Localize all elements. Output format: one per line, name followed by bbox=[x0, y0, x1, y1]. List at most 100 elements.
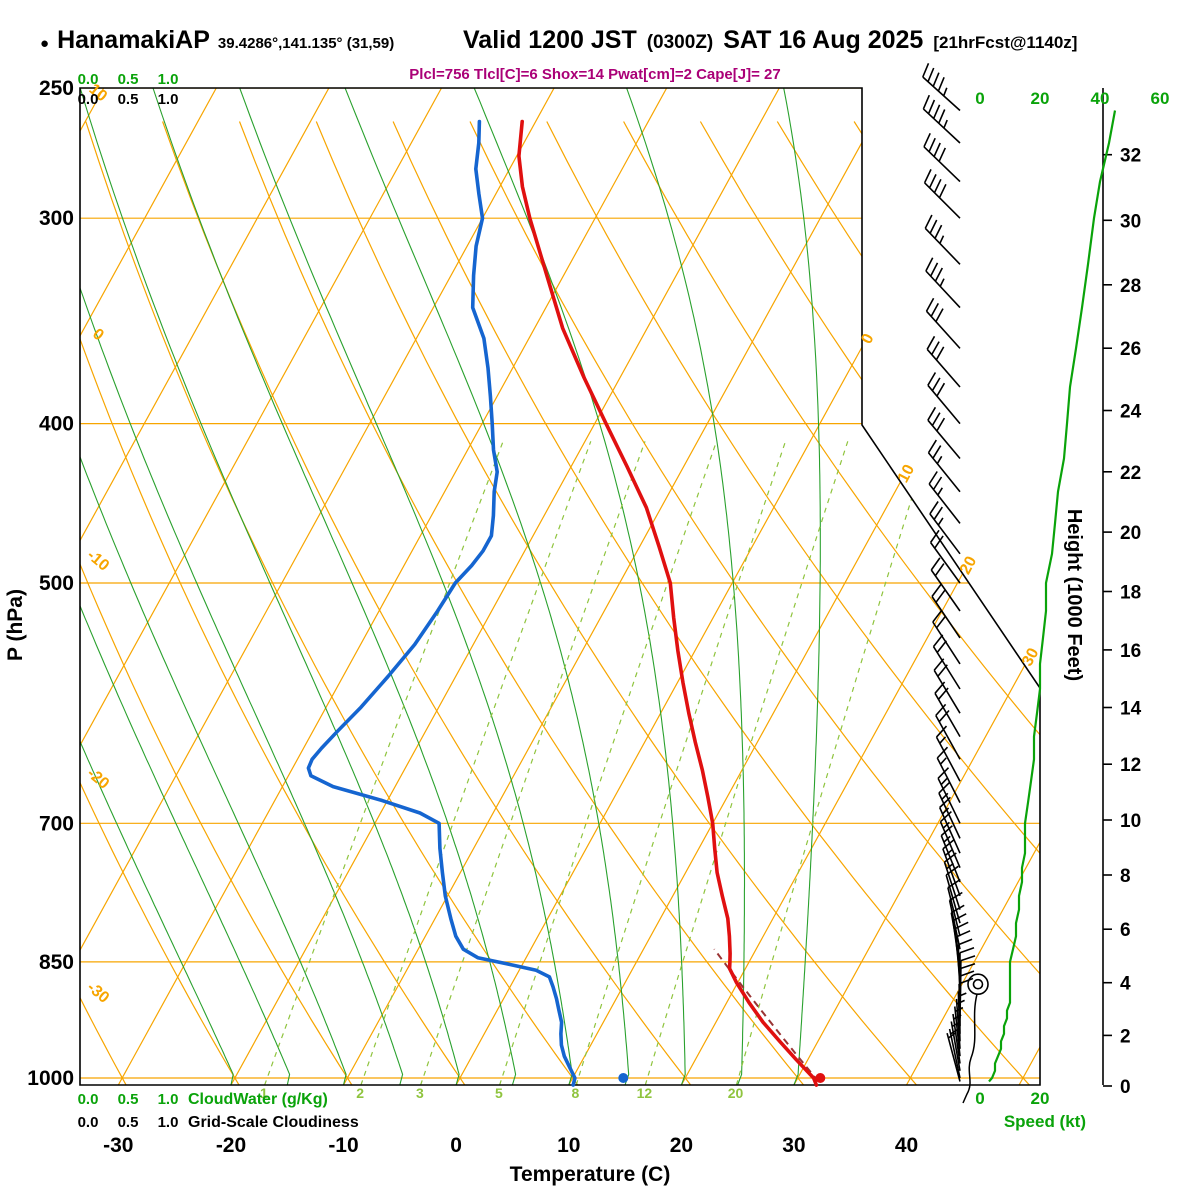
valid-time-row: Valid 1200 JST (0300Z) SAT 16 Aug 2025 [… bbox=[463, 26, 1077, 55]
height-tick-label: 8 bbox=[1120, 866, 1131, 887]
adiabat-edge-label: -20 bbox=[84, 765, 113, 793]
title-row: ● HanamakiAP 39.4286°,141.135° (31,59) bbox=[40, 26, 394, 55]
pressure-tick-label: 500 bbox=[39, 572, 74, 595]
height-tick-label: 4 bbox=[1120, 974, 1131, 995]
mixing-ratio-label: 12 bbox=[637, 1085, 653, 1101]
cloudwater-scale-bottom: 1.0 bbox=[158, 1091, 179, 1108]
height-tick-label: 18 bbox=[1120, 583, 1141, 604]
surface-wind-trace bbox=[962, 994, 978, 1104]
speed-tick-bottom: 0 bbox=[975, 1089, 984, 1108]
isotherm-cut-label: 20 bbox=[957, 554, 980, 578]
height-tick-label: 6 bbox=[1120, 920, 1131, 941]
isotherm-cut-label: 10 bbox=[895, 462, 918, 486]
height-tick-label: 20 bbox=[1120, 523, 1141, 544]
cloudwater-scale-top: 1.0 bbox=[158, 71, 179, 88]
temperature-tick-label: -30 bbox=[103, 1134, 133, 1157]
station-circle bbox=[967, 973, 989, 996]
temperature-tick-label: -10 bbox=[328, 1134, 358, 1157]
height-tick-label: 30 bbox=[1120, 211, 1141, 232]
valid-date: SAT 16 Aug 2025 bbox=[723, 26, 924, 54]
temperature-curve bbox=[517, 119, 819, 1087]
speed-curve bbox=[988, 110, 1117, 1083]
mixing-ratio-label: 5 bbox=[495, 1085, 503, 1101]
cloudiness-scale-bottom: 0.0 bbox=[78, 1114, 99, 1131]
height-tick-label: 26 bbox=[1120, 339, 1141, 360]
cloudwater-label: CloudWater (g/Kg) bbox=[188, 1091, 328, 1108]
skewt-grid bbox=[80, 88, 1040, 1085]
cloudwater-scale-bottom: 0.0 bbox=[78, 1091, 99, 1108]
cloudwater-scale-top: 0.0 bbox=[78, 71, 99, 88]
mixing-ratio-label: 8 bbox=[572, 1085, 580, 1101]
temperature-tick-label: 10 bbox=[557, 1134, 580, 1157]
cloudiness-scale-top: 1.0 bbox=[158, 91, 179, 108]
cloudwater-scale-top: 0.5 bbox=[118, 71, 139, 88]
cloudwater-scale-bottom: 0.5 bbox=[118, 1091, 139, 1108]
station-bullet-icon: ● bbox=[40, 35, 50, 52]
pressure-axis-label: P (hPa) bbox=[4, 589, 27, 661]
station-coords: 39.4286°,141.135° (31,59) bbox=[217, 35, 395, 52]
mixing-ratio-labels: 1 2 3 5 8 12 20 bbox=[260, 1085, 743, 1101]
cloudiness-scale-bottom: 0.5 bbox=[118, 1114, 139, 1131]
temperature-axis-label: Temperature (C) bbox=[510, 1163, 671, 1186]
pressure-tick-label: 1000 bbox=[27, 1067, 74, 1090]
speed-tick-top: 0 bbox=[975, 89, 984, 108]
cloudiness-scale-bottom: 1.0 bbox=[158, 1114, 179, 1131]
height-tick-label: 24 bbox=[1120, 402, 1142, 423]
plot-frame bbox=[79, 87, 1041, 1086]
pressure-tick-label: 850 bbox=[39, 951, 74, 974]
height-tick-label: 28 bbox=[1120, 276, 1141, 297]
forecast-tag: [21hrFcst@1140z] bbox=[933, 33, 1078, 52]
temperature-tick-label: 20 bbox=[670, 1134, 693, 1157]
pressure-tick-label: 250 bbox=[39, 77, 74, 100]
height-axis-label: Height (1000 Feet) bbox=[1063, 509, 1085, 681]
height-tick-label: 2 bbox=[1120, 1026, 1131, 1047]
temperature-tick-labels: -30 -20 -10 0 10 20 30 40 bbox=[103, 1134, 918, 1157]
cloudiness-scale-top: 0.5 bbox=[118, 91, 139, 108]
surface-dewpoint-dot bbox=[618, 1073, 629, 1083]
valid-time-utc: (0300Z) bbox=[646, 32, 714, 53]
station-name: HanamakiAP bbox=[57, 26, 210, 54]
mixing-ratio-label: 2 bbox=[356, 1085, 364, 1101]
cloud-scales: 0.0 0.0 0.0 0.0 0.5 0.5 0.5 0.5 1.0 1.0 1.0 1.0 Clou… bbox=[78, 71, 359, 1131]
stability-indices: Plcl=756 Tlcl[C]=6 Shox=14 Pwat[cm]=2 Ca… bbox=[409, 66, 781, 83]
cloudiness-label: Grid-Scale Cloudiness bbox=[188, 1114, 359, 1131]
adiabat-edge-labels: 100-10-20-30 bbox=[84, 81, 113, 1007]
pressure-tick-label: 700 bbox=[39, 812, 74, 835]
height-tick-label: 16 bbox=[1120, 641, 1141, 662]
mixing-ratio-label: 1 bbox=[260, 1085, 268, 1101]
pressure-tick-label: 300 bbox=[39, 207, 74, 230]
speed-tick-top: 20 bbox=[1031, 89, 1050, 108]
speed-tick-top: 40 bbox=[1091, 89, 1110, 108]
adiabat-edge-label: 0 bbox=[89, 326, 107, 345]
height-tick-label: 22 bbox=[1120, 463, 1141, 484]
height-tick-label: 14 bbox=[1120, 699, 1142, 720]
temperature-tick-label: 40 bbox=[895, 1134, 918, 1157]
pressure-tick-labels: 250 300 400 500 700 850 1000 bbox=[27, 77, 74, 1090]
speed-tick-top: 60 bbox=[1151, 89, 1170, 108]
height-tick-label: 0 bbox=[1120, 1077, 1131, 1098]
height-tick-label: 12 bbox=[1120, 755, 1141, 776]
temperature-tick-label: 0 bbox=[450, 1134, 462, 1157]
height-tick-label: 32 bbox=[1120, 146, 1141, 167]
valid-time: Valid 1200 JST bbox=[463, 26, 637, 54]
temperature-tick-label: 30 bbox=[782, 1134, 805, 1157]
cloudiness-scale-top: 0.0 bbox=[78, 91, 99, 108]
speed-tick-bottom: 20 bbox=[1031, 1089, 1050, 1108]
adiabat-edge-label: -10 bbox=[84, 547, 113, 575]
dewpoint-curve bbox=[306, 119, 577, 1087]
temperature-tick-label: -20 bbox=[216, 1134, 246, 1157]
mixing-ratio-label: 3 bbox=[416, 1085, 424, 1101]
height-tick-label: 10 bbox=[1120, 811, 1141, 832]
mixing-ratio-label: 20 bbox=[728, 1085, 744, 1101]
speed-axis-label: Speed (kt) bbox=[1004, 1112, 1086, 1131]
surface-temperature-dot bbox=[815, 1073, 826, 1083]
pressure-tick-label: 400 bbox=[39, 413, 74, 436]
wind-barbs bbox=[922, 62, 976, 1082]
isotherm-cut-label: 30 bbox=[1019, 645, 1042, 669]
adiabat-edge-label: -30 bbox=[84, 979, 113, 1007]
